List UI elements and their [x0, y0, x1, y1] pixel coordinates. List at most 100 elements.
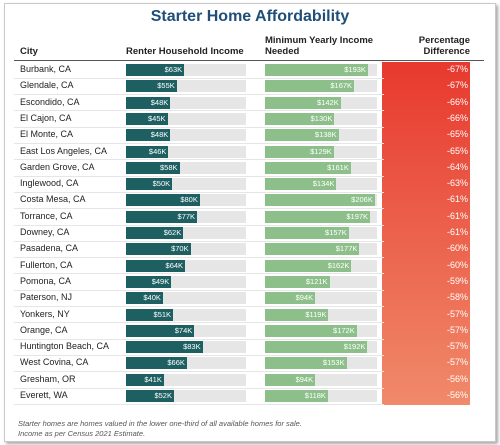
percentage-column-background	[382, 62, 470, 405]
row-divider	[14, 126, 384, 128]
renter-income-bar: $48K	[126, 129, 171, 142]
city-label: Garden Grove, CA	[20, 161, 95, 172]
income-bar-track: $40K	[126, 292, 246, 305]
city-label: Gresham, OR	[20, 373, 76, 384]
income-needed-value: $161K	[327, 162, 349, 172]
row-divider	[14, 289, 384, 291]
percentage-difference-value: -66%	[446, 112, 468, 123]
column-header-pct-line1: Percentage	[418, 35, 470, 46]
renter-income-value: $50K	[152, 179, 171, 189]
income-bar-track: $50K	[126, 178, 246, 191]
income-needed-value: $157K	[325, 228, 347, 237]
renter-income-bar: $49K	[126, 275, 172, 288]
percentage-difference-value: -57%	[446, 308, 468, 319]
column-header-income-needed: Minimum Yearly Income Needed	[265, 35, 373, 57]
table-row: Downey, CA $62K $157K -61%	[14, 225, 484, 241]
income-needed-bar: $153K	[265, 357, 347, 370]
city-label: Inglewood, CA	[20, 178, 79, 189]
needed-bar-track: $119K	[265, 308, 377, 321]
table-row: Fullerton, CA $64K $162K -60%	[14, 258, 484, 274]
renter-income-value: $48K	[150, 97, 169, 107]
percentage-difference-value: -67%	[446, 64, 468, 74]
renter-income-bar: $74K	[126, 324, 195, 337]
income-needed-bar: $172K	[265, 324, 357, 337]
column-header-city: City	[20, 46, 38, 57]
needed-bar-track: $94K	[265, 373, 377, 386]
row-divider	[14, 338, 384, 340]
needed-bar-track: $157K	[265, 227, 377, 239]
row-divider	[14, 94, 384, 96]
income-bar-track: $51K	[126, 308, 246, 321]
city-label: Fullerton, CA	[20, 259, 73, 270]
income-bar-track: $83K	[126, 341, 246, 354]
income-needed-bar: $138K	[265, 129, 339, 142]
column-header-income-needed-line1: Minimum Yearly Income	[265, 35, 374, 46]
renter-income-bar: $51K	[126, 308, 174, 321]
income-bar-track: $58K	[126, 161, 246, 174]
percentage-difference-value: -66%	[446, 96, 468, 107]
city-label: East Los Angeles, CA	[20, 145, 108, 156]
city-label: Everett, WA	[20, 390, 68, 400]
needed-bar-track: $192K	[265, 341, 377, 354]
table-row: Paterson, NJ $40K $94K -58%	[14, 290, 484, 306]
income-needed-bar: $197K	[265, 210, 371, 223]
row-divider	[14, 159, 384, 161]
table-row: Inglewood, CA $50K $134K -63%	[14, 176, 484, 192]
renter-income-bar: $41K	[126, 373, 164, 386]
row-divider	[14, 110, 384, 112]
table-row: Burbank, CA $63K $193K -67%	[14, 62, 484, 78]
income-bar-track: $74K	[126, 324, 246, 337]
table-row: Escondido, CA $48K $142K -66%	[14, 95, 484, 111]
income-bar-track: $80K	[126, 194, 246, 207]
income-needed-bar: $157K	[265, 227, 349, 239]
percentage-difference-value: -64%	[446, 161, 468, 172]
renter-income-bar: $55K	[126, 80, 177, 93]
needed-bar-track: $161K	[265, 161, 377, 174]
percentage-difference-value: -57%	[446, 357, 468, 368]
renter-income-value: $48K	[150, 130, 169, 140]
row-divider	[14, 387, 384, 389]
income-needed-bar: $177K	[265, 243, 360, 256]
city-label: Torrance, CA	[20, 210, 73, 221]
table-row: East Los Angeles, CA $46K $129K -65%	[14, 144, 484, 160]
row-divider	[14, 257, 384, 259]
city-label: Glendale, CA	[20, 80, 74, 91]
renter-income-value: $77K	[177, 211, 196, 221]
percentage-difference-value: -60%	[446, 243, 468, 254]
income-needed-bar: $129K	[265, 145, 334, 158]
footnote-line-2: Income as per Census 2021 Estimate.	[18, 429, 146, 438]
percentage-difference-value: -61%	[446, 210, 468, 221]
percentage-difference-value: -67%	[446, 80, 468, 91]
income-needed-value: $167K	[330, 81, 353, 91]
income-needed-bar: $167K	[265, 80, 355, 93]
income-needed-value: $118K	[304, 391, 326, 400]
income-needed-bar: $94K	[265, 292, 316, 305]
income-bar-track: $48K	[126, 96, 246, 109]
needed-bar-track: $121K	[265, 275, 377, 288]
income-bar-track: $55K	[126, 80, 246, 93]
renter-income-bar: $80K	[126, 194, 200, 207]
table-row: El Cajon, CA $45K $130K -66%	[14, 111, 484, 127]
income-needed-value: $134K	[312, 179, 335, 189]
income-needed-value: $130K	[310, 113, 333, 123]
needed-bar-track: $129K	[265, 145, 377, 158]
table-row: Torrance, CA $77K $197K -61%	[14, 209, 484, 225]
column-header-percentage-difference: Percentage Difference	[419, 35, 470, 57]
income-bar-track: $45K	[126, 112, 246, 125]
renter-income-value: $83K	[183, 342, 201, 352]
city-label: El Monte, CA	[20, 129, 74, 140]
income-needed-bar: $162K	[265, 259, 352, 272]
column-header-income-needed-line2: Needed	[265, 46, 300, 57]
income-needed-value: $129K	[310, 146, 332, 156]
needed-bar-track: $153K	[265, 357, 377, 370]
needed-bar-track: $193K	[265, 64, 377, 76]
row-divider	[14, 273, 384, 275]
needed-bar-track: $130K	[265, 112, 377, 125]
income-bar-track: $66K	[126, 357, 246, 370]
income-bar-track: $70K	[126, 243, 246, 256]
renter-income-bar: $50K	[126, 178, 173, 191]
renter-income-bar: $52K	[126, 390, 174, 402]
percentage-difference-value: -56%	[446, 390, 468, 400]
needed-bar-track: $167K	[265, 80, 377, 93]
income-needed-value: $192K	[343, 342, 366, 352]
